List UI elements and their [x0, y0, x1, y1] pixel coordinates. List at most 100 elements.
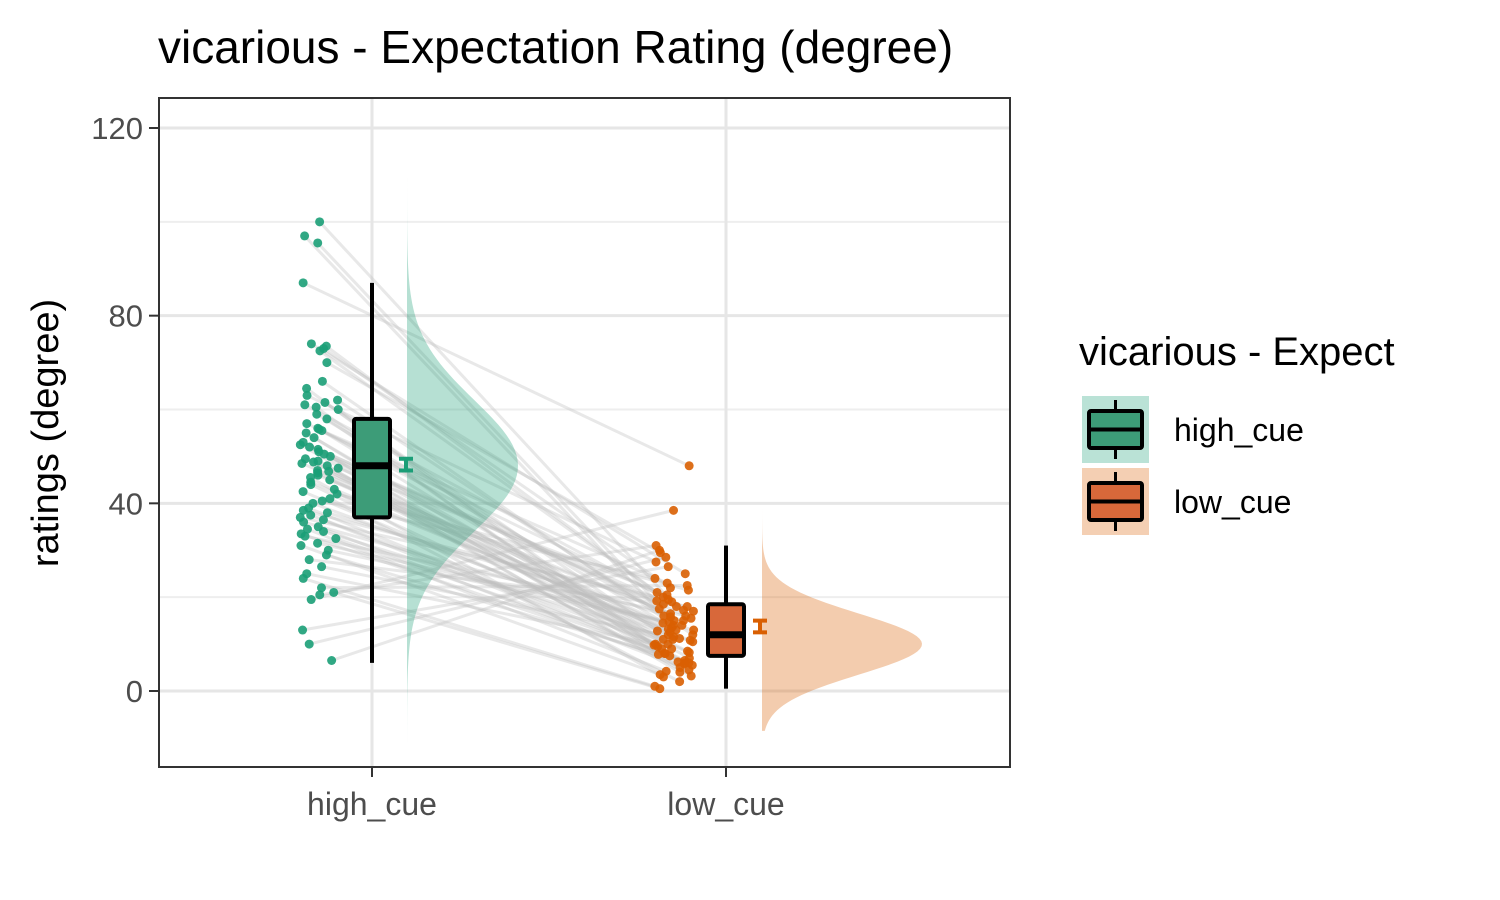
point-low_cue: [675, 677, 685, 687]
point-high_cue: [317, 376, 327, 386]
density-cloud-high_cue: [407, 137, 518, 743]
point-low_cue: [653, 649, 663, 659]
point-high_cue: [302, 390, 312, 400]
point-high_cue: [333, 405, 343, 414]
point-low_cue: [650, 573, 660, 583]
pair-line: [322, 518, 673, 651]
y-axis: 0 40 80 120: [91, 111, 159, 709]
point-high_cue: [325, 451, 335, 461]
point-low_cue: [688, 606, 698, 616]
point-low_cue: [663, 562, 673, 572]
pair-line: [308, 555, 667, 646]
paired-lines: [299, 220, 695, 691]
point-high_cue: [302, 383, 312, 393]
point-low_cue: [662, 578, 672, 588]
pair-line: [326, 361, 662, 554]
point-high_cue: [302, 524, 312, 534]
pair-line: [317, 525, 690, 672]
point-high_cue: [315, 217, 325, 227]
pair-line: [306, 572, 656, 646]
point-low_cue: [663, 595, 673, 605]
point-high_cue: [315, 590, 325, 600]
point-low_cue: [667, 644, 677, 654]
point-high_cue: [298, 625, 308, 635]
point-low_cue: [677, 620, 687, 630]
point-high_cue: [306, 477, 316, 487]
pair-line: [337, 408, 663, 650]
pair-line: [333, 487, 694, 644]
point-low_cue: [663, 624, 673, 634]
point-high_cue: [304, 639, 314, 649]
plot-panel: [158, 97, 1011, 768]
point-high_cue: [313, 238, 323, 248]
pair-line: [302, 508, 658, 603]
point-high_cue: [318, 526, 328, 536]
point-low_cue: [680, 569, 690, 579]
point-low_cue: [652, 626, 662, 636]
point-low_cue: [685, 635, 695, 645]
point-high_cue: [317, 562, 327, 572]
point-high_cue: [300, 231, 310, 241]
point-high_cue: [325, 494, 335, 504]
point-low_cue: [655, 684, 665, 694]
point-high_cue: [333, 395, 343, 405]
point-high_cue: [296, 529, 306, 539]
point-high_cue: [298, 505, 308, 515]
pair-line: [319, 544, 657, 597]
point-high_cue: [313, 444, 323, 454]
legend-title: vicarious - Expect: [1079, 330, 1395, 374]
pair-line: [299, 515, 669, 601]
point-low_cue: [654, 545, 664, 555]
pair-line: [316, 241, 676, 622]
point-low_cue: [649, 640, 659, 650]
legend-label-high_cue: high_cue: [1174, 412, 1304, 448]
point-high_cue: [304, 555, 314, 565]
pair-line: [323, 530, 674, 641]
pair-line: [302, 565, 669, 632]
point-high_cue: [311, 402, 321, 412]
point-high_cue: [296, 541, 306, 551]
pair-line: [333, 591, 661, 691]
point-high_cue: [306, 339, 316, 349]
pair-line: [304, 534, 687, 618]
point-high_cue: [301, 428, 311, 438]
pair-line: [303, 520, 695, 632]
point-high_cue: [312, 409, 322, 419]
point-high_cue: [318, 515, 328, 525]
y-tick-label: 0: [126, 674, 143, 709]
point-high_cue: [320, 397, 330, 407]
pair-line: [337, 466, 668, 597]
density-cloud-low_cue: [762, 423, 922, 731]
point-low_cue: [654, 604, 664, 614]
point-high_cue: [324, 466, 334, 476]
point-low_cue: [652, 596, 662, 606]
pair-line: [308, 506, 671, 658]
mean-error-bars: [399, 456, 767, 635]
point-low_cue: [675, 667, 685, 677]
point-high_cue: [322, 358, 332, 368]
pair-line: [336, 492, 689, 592]
point-high_cue: [309, 457, 319, 467]
point-high_cue: [315, 346, 325, 356]
point-high_cue: [321, 550, 331, 560]
point-low_cue: [668, 634, 678, 644]
pair-line: [336, 398, 694, 636]
legend-items: high_cue low_cue: [1082, 396, 1304, 535]
pair-line: [300, 544, 661, 676]
pair-line: [306, 527, 667, 673]
point-high_cue: [322, 508, 332, 518]
point-high_cue: [313, 470, 323, 480]
point-low_cue: [651, 557, 661, 567]
pair-line: [335, 537, 666, 655]
y-tick-label: 80: [109, 299, 143, 334]
point-high_cue: [332, 489, 342, 499]
point-high_cue: [302, 419, 312, 429]
chart-title: vicarious - Expectation Rating (degree): [158, 21, 953, 73]
point-high_cue: [309, 433, 319, 443]
pair-line: [310, 513, 693, 667]
point-low_cue: [689, 625, 699, 635]
point-high_cue: [313, 538, 323, 548]
pair-line: [329, 497, 681, 683]
pair-line: [322, 347, 672, 590]
point-low_cue: [679, 605, 689, 615]
